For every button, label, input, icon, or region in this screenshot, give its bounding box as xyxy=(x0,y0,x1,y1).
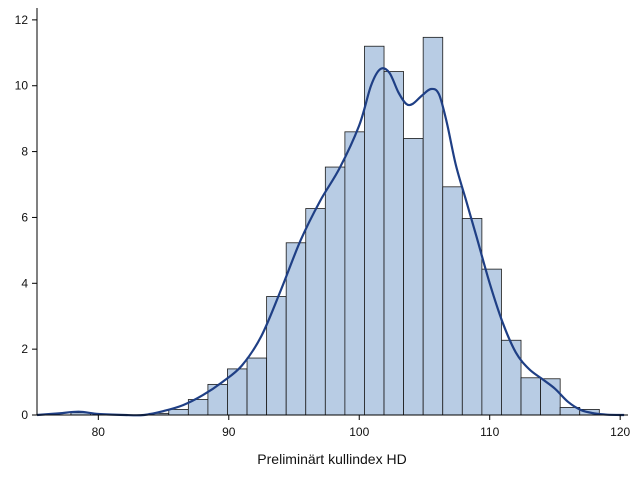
x-axis-title: Preliminärt kullindex HD xyxy=(257,451,406,467)
y-axis-ticks: 0 2 4 6 8 10 12 xyxy=(15,13,37,422)
y-tick-label: 0 xyxy=(21,408,28,422)
y-tick-label: 10 xyxy=(15,79,29,93)
histogram-bar xyxy=(403,138,424,416)
x-tick-label: 120 xyxy=(610,425,630,439)
histogram-bar xyxy=(383,71,404,416)
histogram-bar xyxy=(501,339,522,416)
density-curve xyxy=(36,67,625,417)
histogram-bar xyxy=(442,186,463,416)
x-tick-label: 100 xyxy=(349,425,369,439)
histogram-bar xyxy=(520,377,541,416)
axes xyxy=(36,8,628,416)
y-tick-label: 12 xyxy=(15,13,29,27)
x-tick-label: 110 xyxy=(480,425,499,439)
histogram-bar xyxy=(305,208,326,416)
x-tick-label: 90 xyxy=(222,425,236,439)
x-axis-ticks: 80 90 100 110 120 xyxy=(92,415,631,439)
histogram-bar xyxy=(324,166,346,416)
y-tick-label: 4 xyxy=(21,276,28,290)
y-tick-label: 2 xyxy=(21,342,28,356)
histogram-bar xyxy=(246,357,268,416)
histogram-bar xyxy=(168,408,189,416)
x-tick-label: 80 xyxy=(92,425,106,439)
y-tick-label: 6 xyxy=(21,210,28,224)
histogram-bar xyxy=(344,131,365,416)
histogram-bar xyxy=(266,296,287,416)
y-tick-label: 8 xyxy=(21,145,28,159)
